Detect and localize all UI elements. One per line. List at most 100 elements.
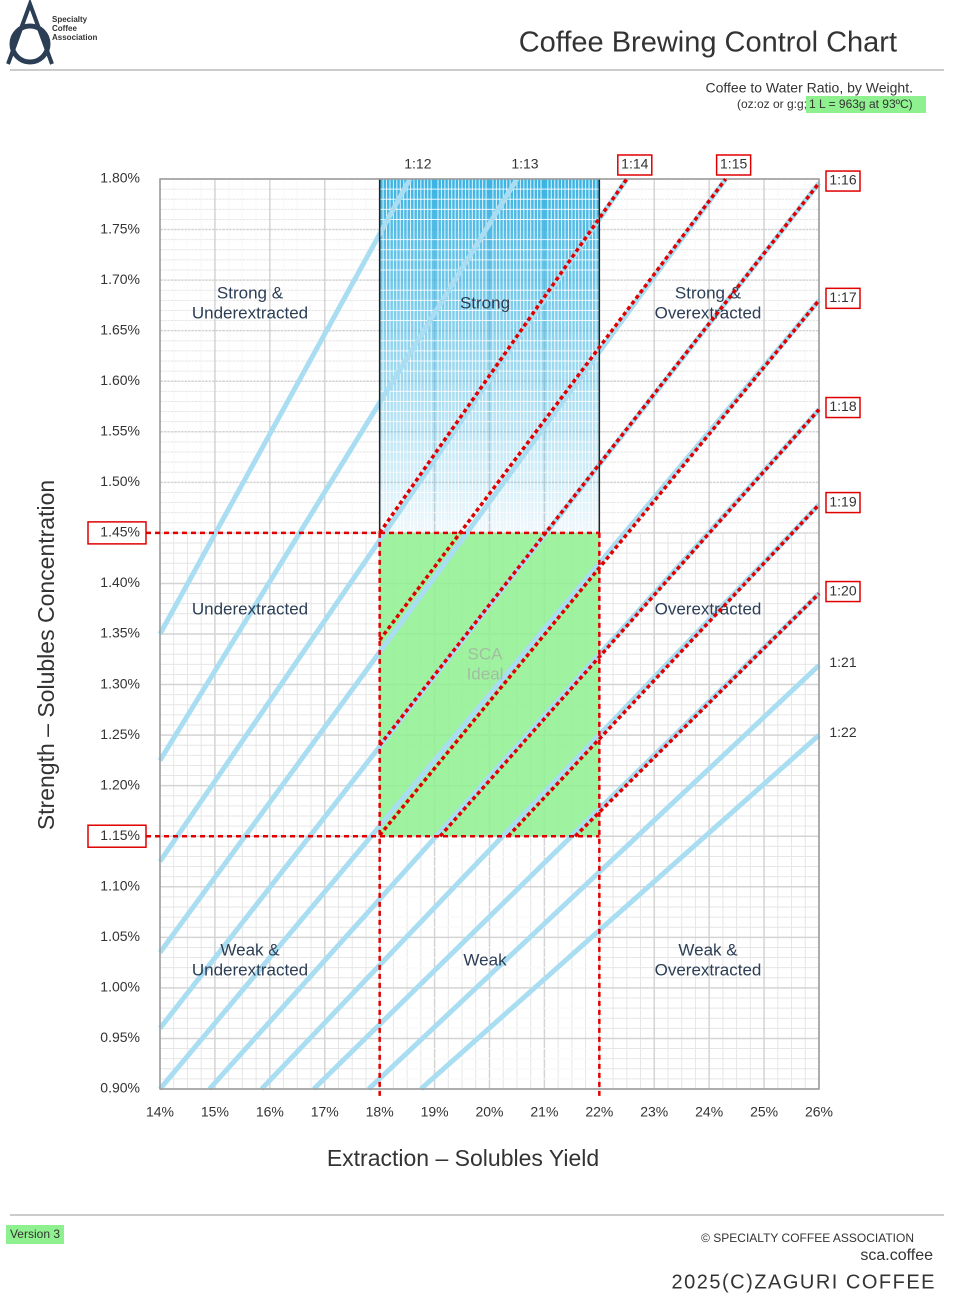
y-tick-label: 0.95% (100, 1029, 140, 1045)
y-tick-label: 1.15% (100, 827, 140, 843)
strong-zone (379, 179, 600, 533)
x-tick-label: 14% (146, 1104, 174, 1120)
zone-label: Overextracted (655, 303, 762, 322)
zone-label: Underextracted (192, 303, 308, 322)
ratio-label: 1:14 (621, 156, 648, 172)
ratio-line (157, 177, 728, 954)
plot-border (159, 178, 820, 1090)
logo: Specialty Coffee Association (6, 0, 97, 65)
y-tick-label: 1.45% (100, 524, 140, 540)
x-tick-label: 23% (640, 1104, 668, 1120)
ratio-label-box (825, 580, 861, 603)
zone-label: Underextracted (192, 960, 308, 979)
note-highlight: 1 L = 963g at 93ºC) (809, 97, 913, 111)
zone-label: Underextracted (192, 599, 308, 618)
x-tick-label: 19% (421, 1104, 449, 1120)
zone-label: Overextracted (655, 599, 762, 618)
ratio-label: 1:13 (511, 156, 538, 172)
ratio-highlight (378, 177, 728, 642)
ratio-line (259, 502, 821, 1091)
y-tick-label: 1.40% (100, 574, 140, 590)
site: sca.coffee (860, 1247, 933, 1264)
ideal-zone (379, 532, 600, 837)
x-tick-label: 21% (530, 1104, 558, 1120)
zone-label: Strong & (675, 283, 742, 302)
ratio-label: 1:15 (720, 156, 747, 172)
ratio-line (157, 177, 520, 762)
note: (oz:oz or g:g; (737, 97, 807, 111)
ratio-label: 1:17 (829, 289, 856, 305)
ratio-label-box (825, 170, 861, 192)
zone-label: Ideal (467, 664, 504, 683)
zone-label: Weak (463, 950, 507, 969)
ratio-highlight (378, 299, 821, 837)
ratio-line (207, 407, 821, 1091)
zone-label: Strong (460, 293, 510, 312)
y-tick-label: 1.10% (100, 877, 140, 893)
y-tick-label: 1.60% (100, 372, 140, 388)
y-tick-label: 1.35% (100, 625, 140, 641)
ratio-label: 1:21 (829, 654, 856, 670)
zone-label: Weak & (220, 940, 280, 959)
y-tick-label: 1.80% (100, 170, 140, 186)
logo-text: Association (52, 33, 97, 42)
ratio-line (366, 663, 821, 1091)
x-tick-label: 26% (805, 1104, 833, 1120)
subtitle: Coffee to Water Ratio, by Weight. (705, 80, 913, 96)
logo-ring (9, 23, 51, 65)
x-tick-label: 24% (695, 1104, 723, 1120)
x-tick-label: 22% (585, 1104, 613, 1120)
ratio-label-box (825, 396, 861, 419)
y-tick-label: 1.25% (100, 726, 140, 742)
ratio-label-box (715, 154, 752, 176)
x-tick-label: 25% (750, 1104, 778, 1120)
ratio-label-box (617, 154, 653, 176)
y-tick-label: 0.90% (100, 1080, 140, 1096)
credit: 2025(C)ZAGURI COFFEE (672, 1271, 936, 1293)
y-tick-label: 1.00% (100, 979, 140, 995)
note-highlight-bg (806, 96, 926, 113)
ratio-highlight (378, 177, 629, 534)
ratio-highlight (506, 503, 821, 838)
y-tick-label: 1.55% (100, 422, 140, 438)
logo-text: Coffee (52, 24, 77, 33)
version: Version 3 (10, 1227, 60, 1241)
ratio-label: 1:12 (404, 156, 431, 172)
y-tick-label: 1.05% (100, 928, 140, 944)
y-tick-label: 1.20% (100, 776, 140, 792)
ratio-line (419, 733, 821, 1091)
ratio-line (157, 177, 413, 636)
zone-label: Strong & (217, 283, 284, 302)
y-tick-label: 1.50% (100, 473, 140, 489)
x-tick-label: 18% (366, 1104, 394, 1120)
chart-title: Coffee Brewing Control Chart (519, 27, 897, 59)
ratio-line (157, 177, 629, 863)
version-bg (6, 1225, 64, 1244)
y-tick-label: 1.30% (100, 675, 140, 691)
x-axis-title: Extraction – Solubles Yield (327, 1145, 599, 1171)
ratio-label: 1:18 (829, 398, 856, 414)
zone-label: SCA (468, 644, 504, 663)
y-axis-title: Strength – Solubles Concentration (33, 480, 59, 830)
x-tick-label: 20% (475, 1104, 503, 1120)
x-tick-label: 15% (201, 1104, 229, 1120)
zone-label: Overextracted (655, 960, 762, 979)
ratio-label-box (825, 491, 861, 514)
zone-label: Weak & (678, 940, 738, 959)
y-tick-label: 1.75% (100, 220, 140, 236)
x-tick-label: 16% (256, 1104, 284, 1120)
ratio-label: 1:22 (829, 724, 856, 740)
ratio-label: 1:19 (829, 493, 856, 509)
ratio-label-box (825, 287, 861, 310)
x-tick-label: 17% (311, 1104, 339, 1120)
logo-text: Specialty (52, 15, 88, 24)
y-tick-label: 1.70% (100, 271, 140, 287)
copyright: © SPECIALTY COFFEE ASSOCIATION (701, 1231, 914, 1245)
y-tick-label: 1.65% (100, 321, 140, 337)
ratio-label: 1:16 (829, 172, 856, 188)
plot: 14% 15% 16% 17% 18% 19% 20% 21% 22% 23% 24% 25% 26% 0… (87, 154, 861, 1120)
logo-mark (6, 0, 54, 65)
ratio-highlight (573, 592, 821, 838)
ratio-label: 1:20 (829, 582, 856, 598)
